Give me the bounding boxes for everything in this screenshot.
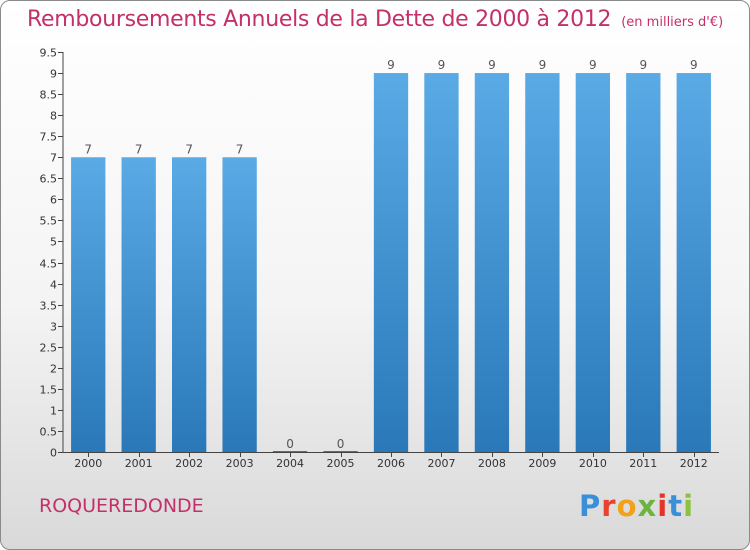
y-tick-label: 5.5 bbox=[40, 215, 58, 228]
data-label-2007: 9 bbox=[438, 58, 446, 72]
bar-2002 bbox=[171, 157, 207, 452]
chart-unit: (en milliers d'€) bbox=[621, 15, 724, 30]
bar-2006 bbox=[373, 73, 409, 452]
data-label-2002: 7 bbox=[185, 142, 193, 156]
y-tick-label: 9.5 bbox=[40, 47, 58, 60]
bar-2007 bbox=[424, 73, 459, 452]
y-tick-label: 9 bbox=[50, 68, 57, 81]
y-tick-label: 8 bbox=[50, 110, 57, 123]
bar-2010 bbox=[575, 73, 611, 452]
data-label-2012: 9 bbox=[690, 58, 698, 72]
data-label-2009: 9 bbox=[539, 58, 547, 72]
bar-2000 bbox=[71, 157, 106, 452]
y-tick-label: 5 bbox=[50, 236, 57, 249]
data-label-2005: 0 bbox=[337, 437, 345, 451]
x-tick-label-2011: 2011 bbox=[629, 457, 657, 470]
x-axis: 2000 2001 2002 2003 2004 2005 2006 2007 2008 2009… bbox=[63, 452, 719, 470]
data-label-2003: 7 bbox=[236, 142, 244, 156]
y-axis: 0 0.5 1 1.5 2 2.5 3 3.5 4 4.5 5 5.5 6 6.5 7 7.5 8 8.5 9 9.5 bbox=[40, 47, 64, 460]
data-label-2008: 9 bbox=[488, 58, 496, 72]
x-tick-label-2005: 2005 bbox=[327, 457, 355, 470]
data-labels: 7 7 7 7 0 0 9 9 9 9 9 9 9 bbox=[84, 58, 697, 451]
y-tick-label: 6 bbox=[50, 194, 57, 207]
x-tick-label-2009: 2009 bbox=[528, 457, 556, 470]
bar-2001 bbox=[121, 157, 156, 452]
x-tick-label-2008: 2008 bbox=[478, 457, 506, 470]
y-tick-label: 2 bbox=[50, 363, 57, 376]
y-tick-label: 1.5 bbox=[40, 384, 58, 397]
chart-title: Remboursements Annuels de la Dette de 20… bbox=[27, 7, 723, 32]
data-label-2011: 9 bbox=[639, 58, 647, 72]
data-label-2006: 9 bbox=[387, 58, 395, 72]
x-tick-label-2004: 2004 bbox=[276, 457, 304, 470]
y-tick-label: 7.5 bbox=[40, 131, 58, 144]
x-tick-label-2007: 2007 bbox=[427, 457, 455, 470]
y-tick-label: 8.5 bbox=[40, 89, 58, 102]
data-label-2010: 9 bbox=[589, 58, 597, 72]
bar-2009 bbox=[525, 73, 560, 452]
y-tick-label: 3.5 bbox=[40, 300, 58, 313]
chart-title-text: Remboursements Annuels de la Dette de 20… bbox=[27, 7, 612, 32]
x-tick-label-2002: 2002 bbox=[175, 457, 203, 470]
commune-name: ROQUEREDONDE bbox=[39, 495, 204, 517]
y-tick-label: 3 bbox=[50, 321, 57, 334]
bar-2008 bbox=[474, 73, 510, 452]
x-tick-label-2010: 2010 bbox=[579, 457, 607, 470]
x-tick-label-2012: 2012 bbox=[680, 457, 708, 470]
x-tick-label-2000: 2000 bbox=[74, 457, 102, 470]
bar-2004 bbox=[272, 451, 308, 452]
y-tick-label: 7 bbox=[50, 152, 57, 165]
bar-2003 bbox=[222, 157, 257, 452]
y-tick-label: 4 bbox=[50, 279, 57, 292]
y-tick-label: 2.5 bbox=[40, 342, 58, 355]
y-tick-label: 0 bbox=[50, 447, 57, 460]
y-tick-label: 6.5 bbox=[40, 173, 58, 186]
proxiti-logo: Proxiti bbox=[579, 489, 695, 523]
x-tick-label-2003: 2003 bbox=[226, 457, 254, 470]
bar-2012 bbox=[676, 73, 711, 452]
data-label-2004: 0 bbox=[286, 437, 294, 451]
y-tick-label: 0.5 bbox=[40, 426, 58, 439]
bars bbox=[71, 73, 711, 452]
bar-2011 bbox=[626, 73, 661, 452]
bar-2005 bbox=[323, 451, 358, 452]
y-tick-label: 1 bbox=[50, 405, 57, 418]
x-tick-label-2006: 2006 bbox=[377, 457, 405, 470]
y-tick-label: 4.5 bbox=[40, 258, 58, 271]
x-tick-label-2001: 2001 bbox=[125, 457, 153, 470]
data-label-2000: 7 bbox=[84, 142, 92, 156]
data-label-2001: 7 bbox=[135, 142, 143, 156]
